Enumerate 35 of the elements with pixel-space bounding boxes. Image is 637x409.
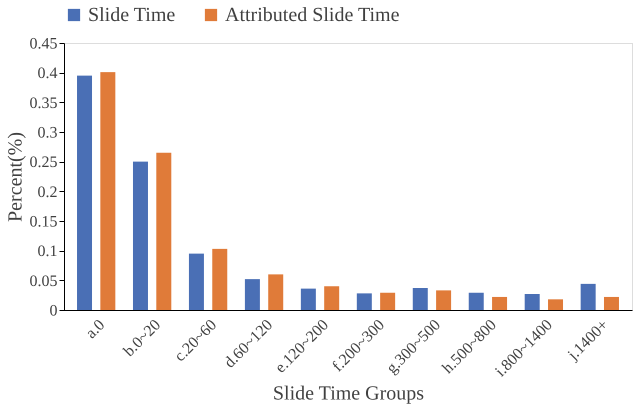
bar <box>188 254 204 310</box>
y-tick-label: 0.05 <box>30 272 58 290</box>
bar <box>268 274 284 310</box>
bar <box>580 284 596 310</box>
y-tick-label: 0.2 <box>38 184 58 201</box>
y-tick-label: 0 <box>50 302 58 320</box>
bar <box>212 248 228 310</box>
bar <box>244 279 260 310</box>
bar <box>492 296 508 310</box>
bar <box>380 292 396 310</box>
bar <box>100 72 116 310</box>
y-tick-label: 0.25 <box>30 154 58 172</box>
y-axis-title: Percent(%) <box>4 132 26 222</box>
y-tick-label: 0.3 <box>38 124 58 142</box>
bar <box>356 293 372 310</box>
bar <box>436 290 452 310</box>
bar <box>468 292 484 310</box>
bar <box>132 162 148 310</box>
x-tick-label: a.0 <box>82 316 108 342</box>
bar <box>548 299 564 310</box>
y-tick-label: 0.1 <box>38 243 58 260</box>
bar <box>300 288 316 310</box>
bar <box>324 286 340 310</box>
bar <box>604 296 619 310</box>
legend-label: Attributed Slide Time <box>225 4 400 26</box>
y-tick-label: 0.4 <box>38 65 58 82</box>
bar <box>524 294 540 310</box>
bar <box>77 76 92 310</box>
legend-label: Slide Time <box>88 4 176 26</box>
y-tick-label: 0.45 <box>30 36 58 52</box>
bar <box>412 288 428 310</box>
y-tick-label: 0.35 <box>30 94 58 112</box>
bar <box>156 152 172 310</box>
x-axis-title: Slide Time Groups <box>272 382 424 405</box>
y-tick-label: 0.15 <box>30 214 58 230</box>
